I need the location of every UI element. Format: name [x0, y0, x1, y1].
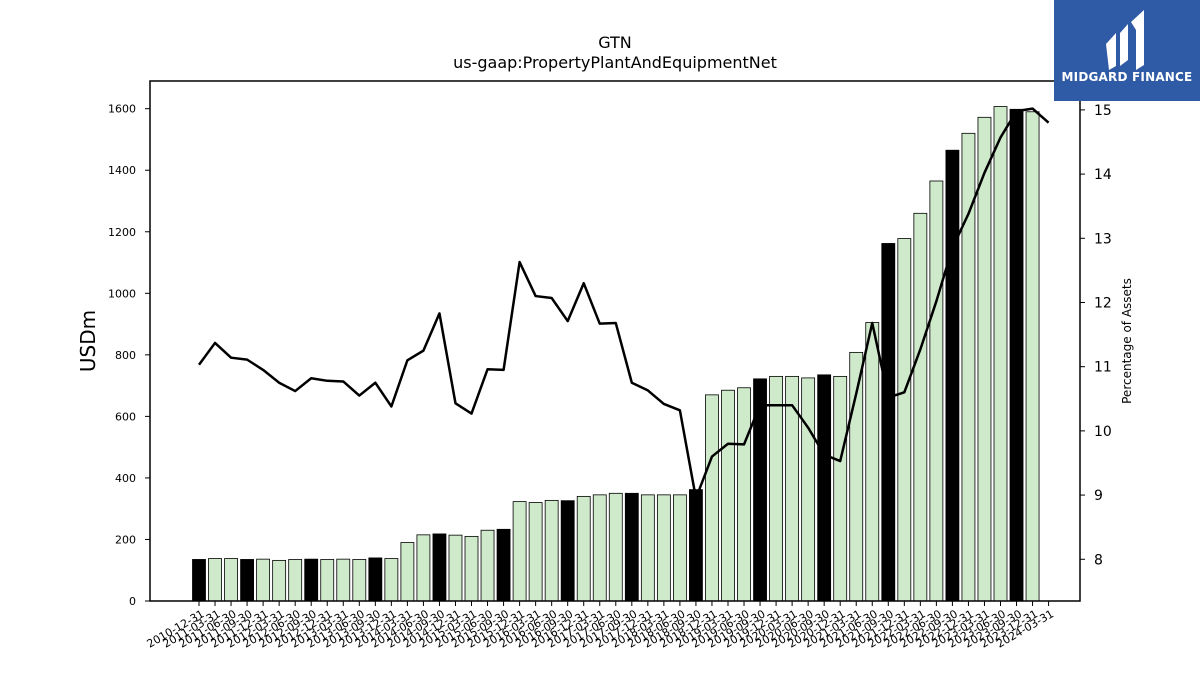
midgard-finance-logo: MIDGARD FINANCE — [1054, 0, 1200, 101]
bar — [817, 374, 832, 602]
bar — [560, 500, 575, 602]
y-tick-label: 1000 — [108, 287, 136, 300]
bar — [673, 494, 687, 602]
plot-frame — [149, 80, 1081, 602]
bar — [288, 559, 303, 602]
bar — [400, 542, 415, 602]
bar — [624, 492, 639, 602]
y-tick-label: 600 — [115, 410, 136, 423]
bar — [977, 116, 992, 602]
y2-tick-label: 9 — [1094, 488, 1103, 504]
bar — [833, 375, 848, 602]
y-tick-label: 1200 — [108, 226, 136, 239]
bar — [496, 528, 511, 602]
y-axis-right: 8 9 10 11 12 13 14 15 — [1080, 103, 1112, 568]
bar — [544, 499, 559, 602]
percentage-line — [197, 107, 1050, 500]
bar — [416, 534, 431, 602]
bar — [769, 375, 783, 602]
bar — [753, 378, 767, 602]
bar — [512, 501, 527, 602]
bar — [1025, 111, 1040, 602]
y-tick-label: 1400 — [108, 164, 136, 177]
bar — [656, 494, 671, 602]
bar — [881, 243, 896, 602]
bar — [528, 502, 543, 602]
bar — [705, 394, 719, 602]
bar — [592, 494, 607, 602]
y-tick-label: 400 — [115, 472, 136, 485]
logo-text: MIDGARD FINANCE — [1061, 70, 1193, 84]
y2-tick-label: 15 — [1094, 103, 1112, 119]
bar — [432, 533, 447, 602]
y-tick-label: 800 — [115, 349, 136, 362]
y-axis-label: USDm — [76, 310, 100, 372]
bar — [608, 492, 623, 602]
bar — [689, 489, 703, 602]
bar — [1009, 108, 1024, 602]
y2-tick-label: 14 — [1094, 167, 1112, 183]
bar-group — [192, 106, 1040, 602]
bar — [993, 106, 1008, 602]
bar — [240, 559, 254, 602]
chart-title: GTN — [598, 33, 632, 52]
bar — [721, 389, 735, 602]
y-tick-label: 0 — [129, 595, 136, 608]
bar — [336, 558, 351, 602]
bar — [368, 557, 383, 602]
bar — [352, 559, 367, 602]
bar — [865, 322, 880, 602]
y2-tick-label: 8 — [1094, 552, 1103, 568]
y2-tick-label: 13 — [1094, 231, 1112, 247]
bar — [192, 559, 206, 602]
line-layer — [197, 107, 1050, 500]
bar — [929, 180, 944, 602]
bar — [384, 558, 399, 602]
logo-mark-icon — [1106, 10, 1144, 70]
y2-tick-label: 11 — [1094, 360, 1112, 376]
bar — [897, 238, 912, 602]
bar — [640, 494, 655, 602]
bar — [304, 558, 319, 602]
chart-subtitle: us-gaap:PropertyPlantAndEquipmentNet — [453, 53, 777, 72]
y-tick-label: 200 — [115, 533, 136, 546]
bar — [801, 377, 816, 602]
bar — [320, 559, 335, 602]
bar — [913, 212, 928, 602]
bar — [945, 149, 960, 602]
y-tick-label: 1600 — [108, 103, 136, 116]
y-axis-left: 0 200 400 600 800 1000 1200 1400 1600 — [108, 103, 150, 608]
y2-axis-label: Percentage of Assets — [1120, 278, 1134, 404]
bar — [737, 387, 751, 602]
bar — [576, 495, 591, 602]
bar — [448, 534, 463, 602]
x-axis: 2010-12-312011-03-312011-06-302011-09-30… — [145, 601, 1056, 651]
bar — [480, 529, 495, 602]
bar — [256, 558, 271, 602]
y2-tick-label: 12 — [1094, 295, 1112, 311]
bar — [208, 558, 222, 602]
bar — [464, 535, 479, 602]
bar — [224, 558, 238, 602]
y2-tick-label: 10 — [1094, 424, 1112, 440]
bar — [272, 559, 287, 602]
